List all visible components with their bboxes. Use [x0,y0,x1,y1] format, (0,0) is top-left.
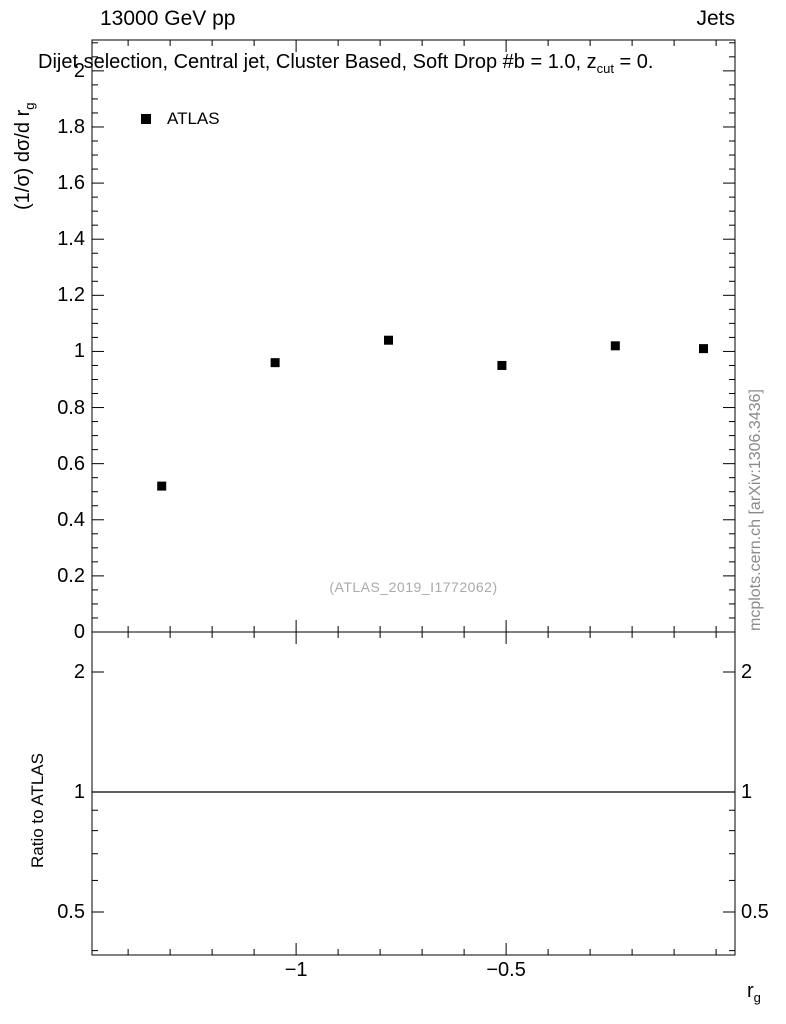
plot-title-text: Dijet selection, Central jet, Cluster Ba… [38,51,597,73]
plot-title-tail: = 0. [613,51,654,73]
y-tick-label: 0.8 [57,396,85,419]
y-tick-label: 2 [73,59,85,82]
y-tick-label: 1.6 [57,172,85,195]
y-tick-label: 0 [73,621,85,643]
y-tick-label: 0.2 [57,564,85,587]
ratio-y-tick-label: 0.5 [57,900,85,923]
header-analysis-group: Jets [696,7,735,30]
mcplots-arxiv-note: mcplots.cern.ch [arXiv:1306.3436] [747,389,764,631]
x-tick-label: −0.5 [486,959,526,981]
ratio-y-axis-label: Ratio to ATLAS [28,753,47,868]
y-tick-label: 1.8 [57,115,85,138]
x-tick-label: −1 [284,959,308,981]
x-axis-label-text: r [747,980,754,1002]
y-axis-label-subscript: g [22,102,37,110]
legend-label: ATLAS [167,109,220,128]
header-beam-energy: 13000 GeV pp [100,7,236,30]
plot-title: Dijet selection, Central jet, Cluster Ba… [38,51,653,76]
y-tick-label: 1.2 [57,284,85,307]
legend: ATLAS [141,109,220,129]
ratio-y-tick-label-right: 0.5 [741,900,769,923]
y-tick-label: 0.6 [57,452,85,475]
ratio-y-tick-label: 2 [73,661,85,683]
y-tick-label: 1.4 [57,228,85,251]
x-axis-label: rg [747,980,761,1005]
analysis-watermark: (ATLAS_2019_I1772062) [329,579,498,595]
x-axis-label-subscript: g [753,990,761,1005]
ratio-y-tick-label-right: 1 [741,780,753,803]
y-tick-label: 1 [73,340,85,363]
y-tick-label: 0.4 [57,508,85,531]
ratio-y-tick-label: 1 [73,780,85,803]
plot-title-subscript: cut [596,61,614,76]
ratio-y-tick-label-right: 2 [741,661,753,683]
legend-marker-filled-square-icon [141,114,151,124]
